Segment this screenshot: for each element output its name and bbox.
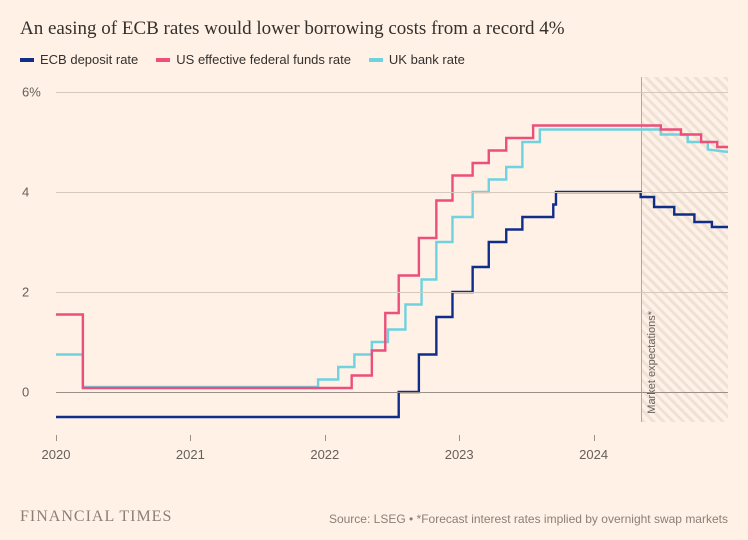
legend-label: US effective federal funds rate [176, 52, 351, 67]
brand-label: FINANCIAL TIMES [20, 508, 172, 526]
y-tick-label: 2 [22, 285, 29, 300]
plot-area: Market expectations* [56, 77, 728, 422]
legend-swatch [369, 58, 383, 62]
line-series-svg [56, 77, 728, 422]
legend-label: UK bank rate [389, 52, 465, 67]
x-tick-label: 2023 [445, 447, 474, 462]
x-tick-label: 2021 [176, 447, 205, 462]
legend: ECB deposit rate US effective federal fu… [0, 52, 748, 77]
y-tick-label: 0 [22, 385, 29, 400]
legend-item-ecb: ECB deposit rate [20, 52, 138, 67]
x-tick-label: 2024 [579, 447, 608, 462]
gridline [56, 192, 728, 193]
series-ecb-line [56, 192, 728, 417]
gridline [56, 92, 728, 93]
legend-swatch [156, 58, 170, 62]
chart: 0246% Market expectations* 2020202120222… [22, 77, 728, 457]
chart-title: An easing of ECB rates would lower borro… [0, 0, 748, 52]
x-tick-label: 2022 [310, 447, 339, 462]
series-us-line [56, 126, 728, 389]
y-tick-label: 4 [22, 185, 29, 200]
x-tick-mark [56, 435, 57, 441]
gridline [56, 292, 728, 293]
x-tick-mark [190, 435, 191, 441]
y-tick-label: 6% [22, 85, 41, 100]
source-label: Source: LSEG • *Forecast interest rates … [329, 512, 728, 526]
x-tick-mark [325, 435, 326, 441]
x-tick-mark [459, 435, 460, 441]
legend-swatch [20, 58, 34, 62]
x-tick-mark [594, 435, 595, 441]
series-uk-line [56, 130, 728, 388]
footer: FINANCIAL TIMES Source: LSEG • *Forecast… [20, 508, 728, 526]
legend-item-uk: UK bank rate [369, 52, 465, 67]
y-axis: 0 2 4 6% [22, 77, 52, 422]
legend-item-us: US effective federal funds rate [156, 52, 351, 67]
gridline [56, 392, 728, 393]
x-tick-label: 2020 [42, 447, 71, 462]
legend-label: ECB deposit rate [40, 52, 138, 67]
